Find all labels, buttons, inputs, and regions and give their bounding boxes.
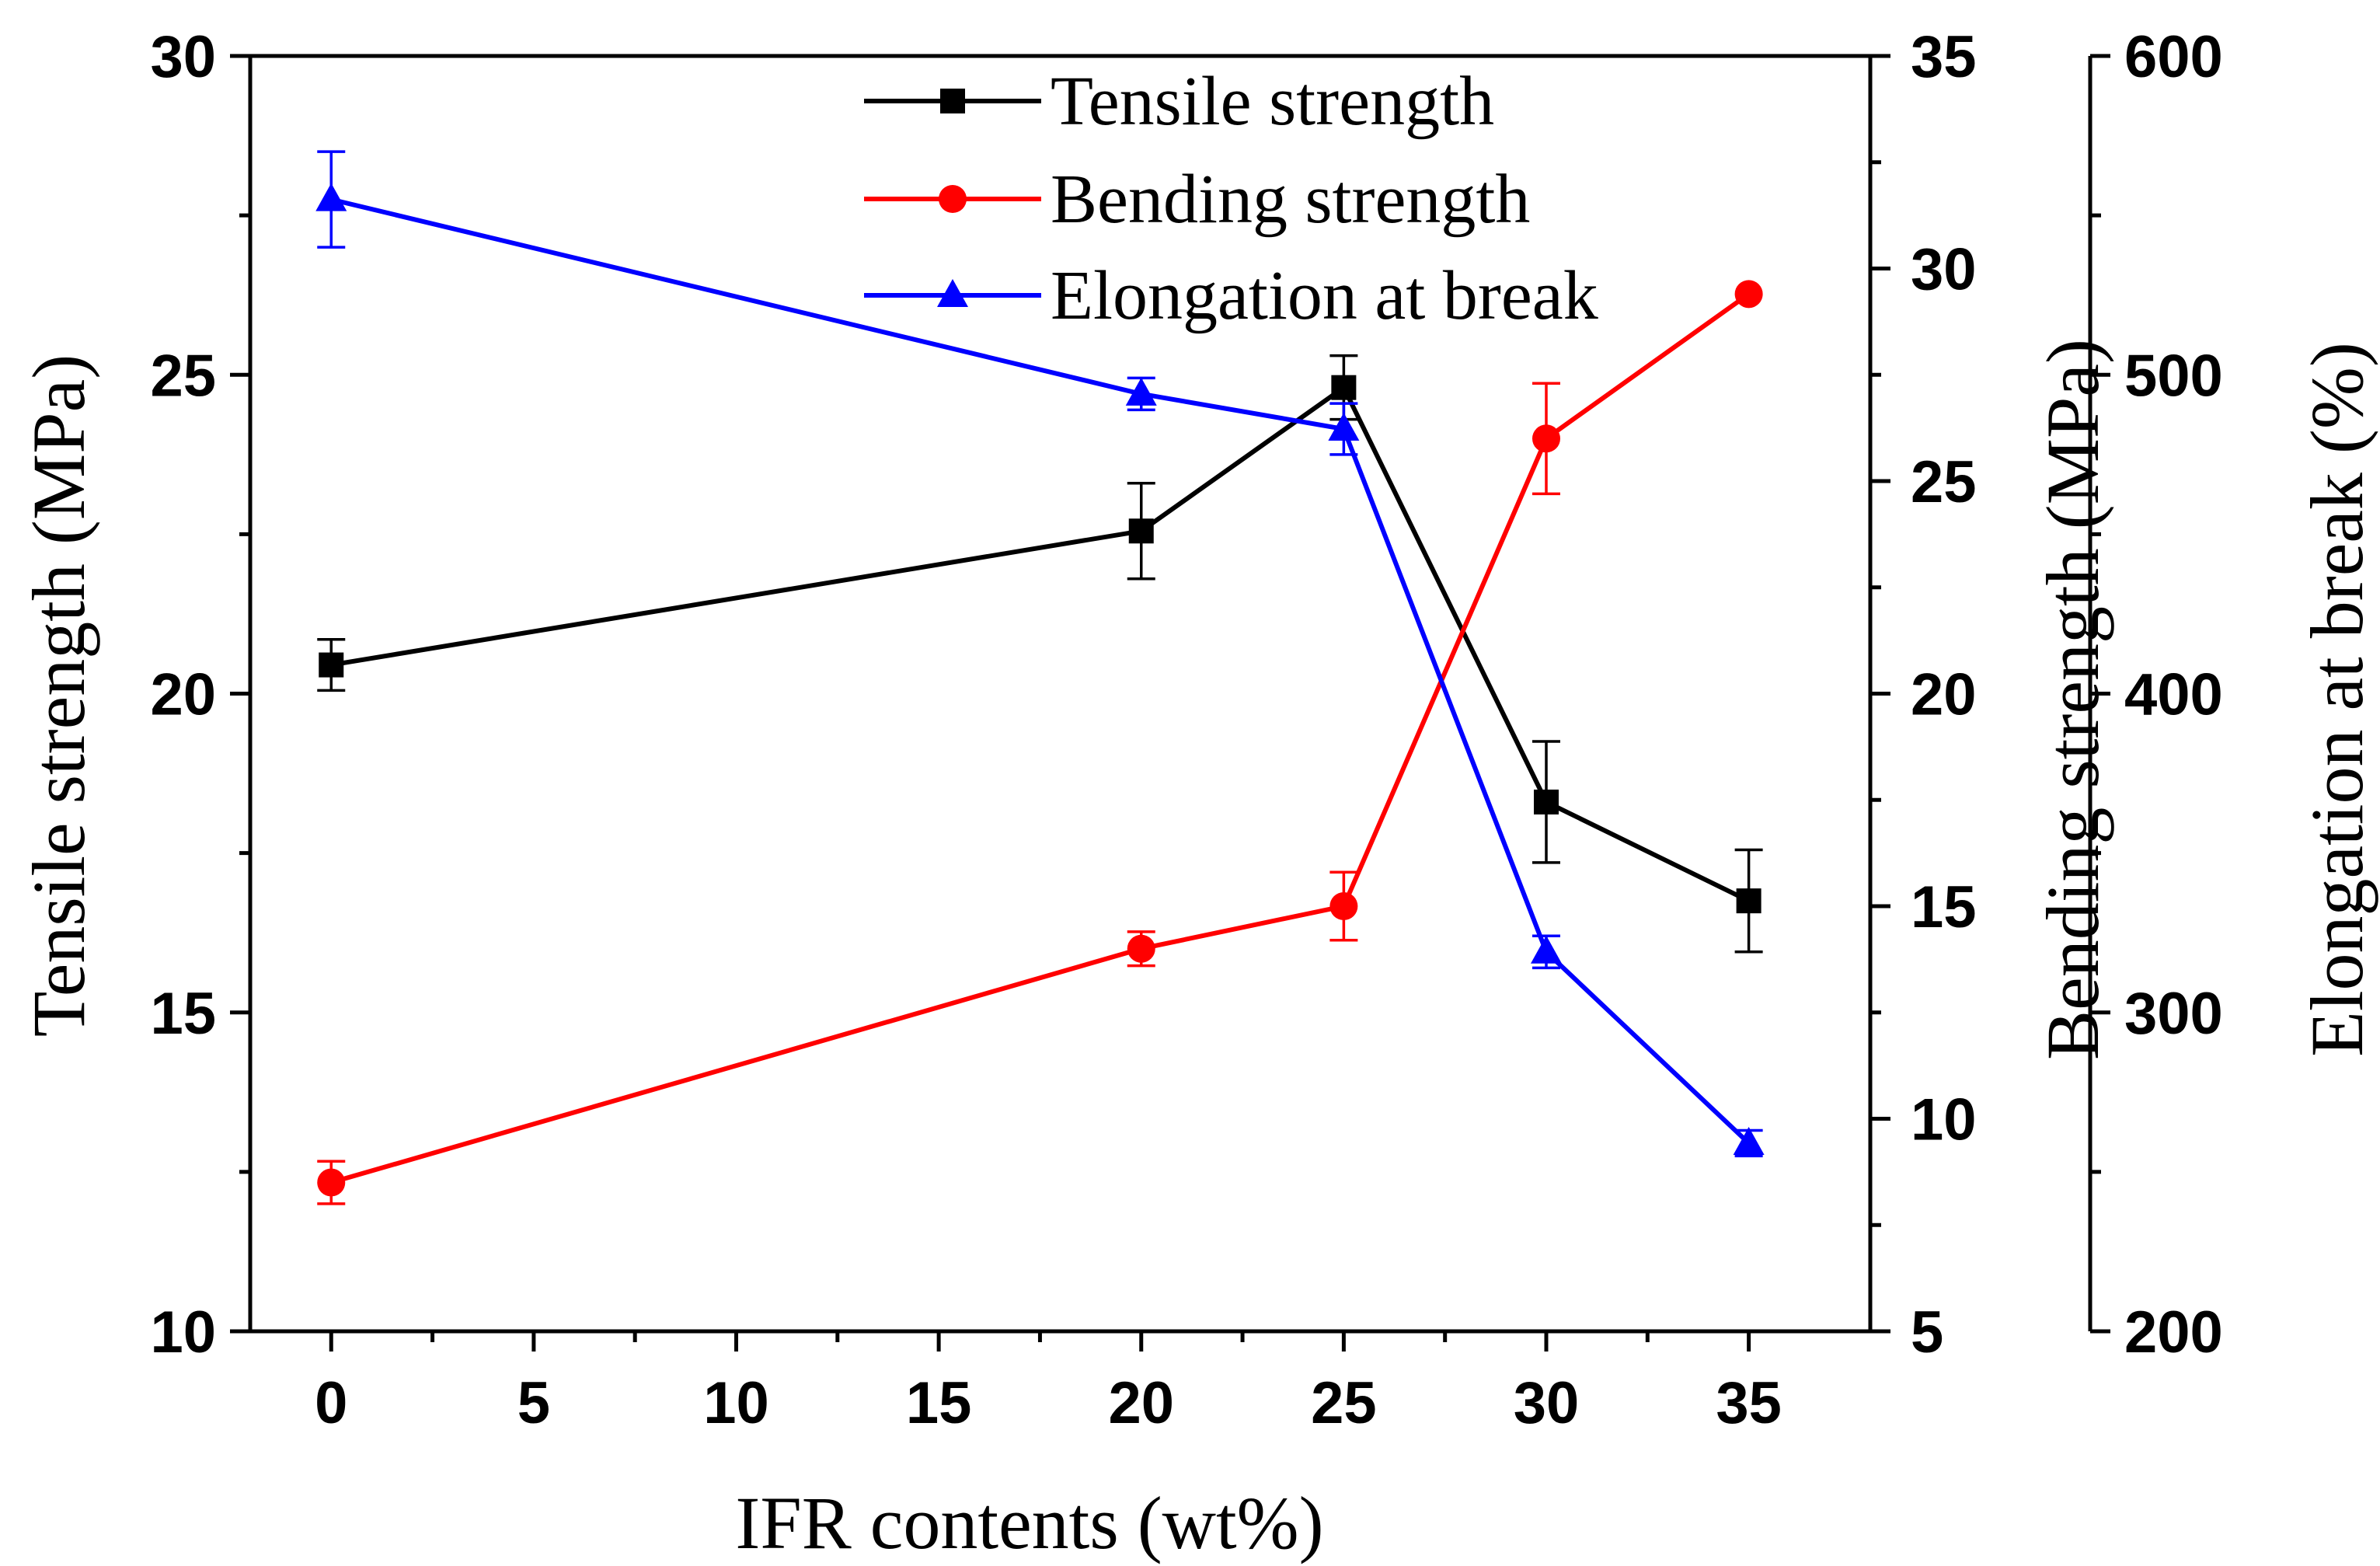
right-tick-label: 5 <box>1911 1299 1943 1365</box>
data-point <box>1331 375 1357 400</box>
far-right-axis: 200 300 400 500 600 <box>2088 24 2223 1365</box>
left-tick-label: 15 <box>150 981 216 1047</box>
left-axis: 10 15 20 25 30 <box>150 24 250 1365</box>
far-right-tick-label: 300 <box>2124 981 2223 1047</box>
legend-item: Tensile strength <box>864 63 1494 140</box>
data-point <box>1734 280 1763 309</box>
legend-marker <box>937 279 968 307</box>
far-right-tick-label: 200 <box>2124 1299 2223 1365</box>
legend-label: Tensile strength <box>1051 63 1494 140</box>
x-tick-label: 0 <box>315 1370 347 1436</box>
data-point <box>1125 377 1157 406</box>
x-axis-title: IFR contents (wt%) <box>735 1481 1323 1564</box>
x-tick-label: 15 <box>906 1370 972 1436</box>
series-elongation-at-break <box>315 150 1765 1158</box>
left-tick-label: 10 <box>150 1299 216 1365</box>
legend-item: Elongation at break <box>864 257 1598 334</box>
right-tick-label: 10 <box>1911 1087 1977 1153</box>
legend-label: Bending strength <box>1051 161 1530 238</box>
data-point <box>1534 789 1559 814</box>
right-axis-title: Bending strength (MPa) <box>2031 339 2114 1060</box>
series-layer <box>315 150 1765 1205</box>
x-tick-label: 25 <box>1311 1370 1377 1436</box>
data-point <box>1329 892 1358 920</box>
x-tick-label: 30 <box>1514 1370 1580 1436</box>
far-right-axis-title: Elongation at break (%) <box>2295 342 2378 1057</box>
left-tick-label: 20 <box>150 662 216 728</box>
data-point <box>315 183 347 211</box>
data-point <box>1531 935 1562 964</box>
right-tick-label: 25 <box>1911 449 1977 515</box>
legend-marker <box>939 185 967 213</box>
left-tick-label: 25 <box>150 343 216 409</box>
far-right-tick-label: 600 <box>2124 24 2223 90</box>
data-point <box>317 1168 346 1197</box>
plot-frame <box>248 54 1873 1334</box>
right-tick-label: 20 <box>1911 662 1977 728</box>
x-tick-label: 10 <box>703 1370 769 1436</box>
left-axis-title: Tensile strength (MPa) <box>17 354 100 1037</box>
data-point <box>1733 1126 1765 1155</box>
right-axis: 5 10 15 20 25 30 35 <box>1870 24 1977 1365</box>
right-tick-label: 30 <box>1911 237 1977 303</box>
right-tick-label: 15 <box>1911 874 1977 940</box>
data-point <box>319 652 344 678</box>
x-tick-label: 20 <box>1108 1370 1174 1436</box>
data-point <box>1128 518 1154 544</box>
legend-label: Elongation at break <box>1051 257 1598 334</box>
legend: Tensile strength Bending strength Elongati… <box>864 63 1598 334</box>
data-point <box>1127 934 1155 963</box>
series-tensile-strength <box>317 354 1763 954</box>
x-axis: 0 5 10 15 20 25 30 35 <box>315 1331 1782 1436</box>
data-point <box>1736 888 1761 914</box>
left-tick-label: 30 <box>150 24 216 90</box>
plot-border <box>248 54 1873 1334</box>
far-right-tick-label: 500 <box>2124 343 2223 409</box>
x-tick-label: 35 <box>1716 1370 1782 1436</box>
data-point <box>1532 424 1560 453</box>
right-tick-label: 35 <box>1911 24 1977 90</box>
legend-marker <box>940 89 965 113</box>
series-line <box>330 291 1751 1185</box>
series-line <box>330 197 1751 1146</box>
series-bending-strength <box>317 280 1763 1205</box>
data-point <box>1328 412 1360 441</box>
x-tick-label: 5 <box>517 1370 550 1436</box>
legend-item: Bending strength <box>864 161 1530 238</box>
far-right-tick-label: 400 <box>2124 662 2223 728</box>
